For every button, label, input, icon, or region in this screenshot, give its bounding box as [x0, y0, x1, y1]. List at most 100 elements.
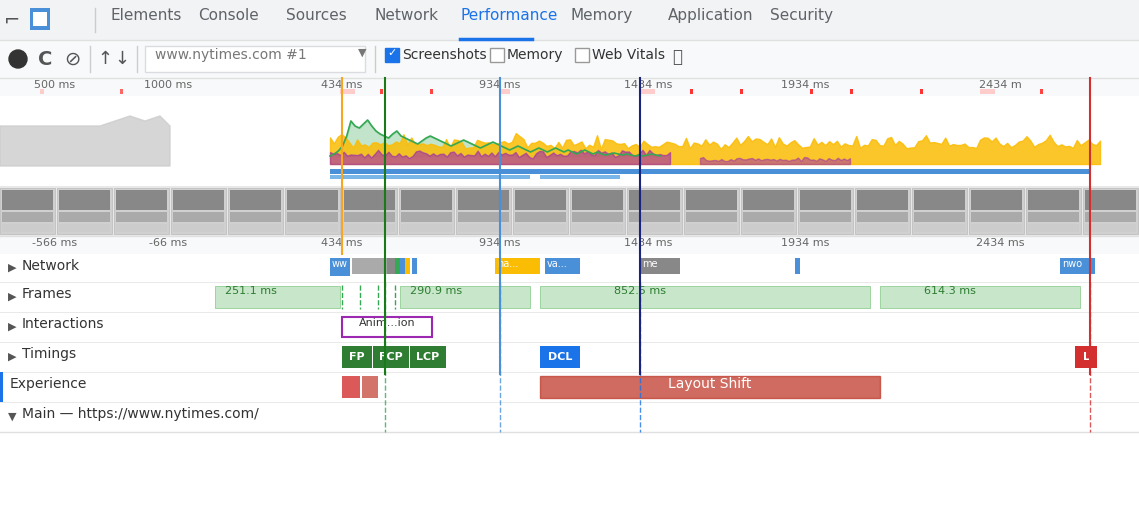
Bar [330, 169, 720, 174]
Bar [912, 188, 967, 234]
Bar [395, 258, 400, 274]
Text: Performance: Performance [460, 8, 557, 23]
Bar [431, 89, 433, 94]
Bar [920, 89, 923, 94]
Bar [810, 89, 813, 94]
Bar [0, 40, 1139, 78]
Bar [740, 89, 743, 94]
Bar [116, 212, 167, 222]
Bar [972, 212, 1022, 222]
Bar [344, 212, 395, 222]
Bar [857, 212, 908, 222]
Bar [572, 212, 623, 222]
Bar [515, 212, 566, 222]
Bar [215, 286, 341, 308]
Bar [1083, 188, 1138, 234]
Text: Sources: Sources [286, 8, 346, 23]
Text: Frames: Frames [22, 287, 73, 301]
Bar [629, 190, 680, 210]
Bar [972, 224, 1022, 232]
Bar [980, 89, 995, 94]
Bar [0, 282, 1139, 312]
Text: ▶: ▶ [8, 263, 16, 273]
Bar [857, 224, 908, 232]
Bar [686, 212, 737, 222]
Text: ⊘: ⊘ [64, 50, 80, 69]
Bar [913, 212, 965, 222]
Text: 251.1 ms: 251.1 ms [226, 286, 277, 296]
Bar [629, 224, 680, 232]
Bar [59, 212, 110, 222]
Text: ▶: ▶ [8, 322, 16, 332]
Text: 434 ms: 434 ms [321, 80, 362, 90]
Text: ✓: ✓ [387, 48, 396, 58]
Bar [850, 89, 853, 94]
Text: ▶: ▶ [8, 292, 16, 302]
Text: L: L [1082, 352, 1090, 362]
Bar [342, 317, 432, 337]
Bar [686, 190, 737, 210]
Bar [230, 224, 281, 232]
Text: 2434 m: 2434 m [978, 80, 1022, 90]
Polygon shape [0, 116, 170, 166]
Bar [342, 188, 398, 234]
Bar [342, 376, 360, 398]
Text: Experience: Experience [10, 377, 88, 391]
Bar [0, 78, 1139, 278]
Text: C: C [38, 50, 52, 69]
Bar [570, 188, 625, 234]
Bar [640, 258, 680, 274]
Bar [1085, 190, 1136, 210]
Bar [385, 48, 399, 62]
Bar [30, 8, 50, 30]
Text: -66 ms: -66 ms [149, 238, 187, 248]
Bar [2, 224, 54, 232]
Bar [114, 188, 169, 234]
Bar [145, 46, 364, 72]
Text: 1934 ms: 1934 ms [781, 238, 829, 248]
Text: www.nytimes.com #1: www.nytimes.com #1 [155, 48, 306, 62]
Bar [513, 188, 568, 234]
Bar [1060, 258, 1095, 274]
Text: LCP: LCP [417, 352, 440, 362]
Bar [1026, 188, 1081, 234]
Bar [540, 286, 870, 308]
Bar [380, 89, 383, 94]
Bar [120, 89, 123, 94]
Text: na...: na... [497, 259, 518, 269]
Bar [287, 224, 338, 232]
Bar [857, 190, 908, 210]
Text: 500 ms: 500 ms [34, 80, 75, 90]
Text: ww: ww [331, 259, 349, 269]
Bar [330, 175, 530, 179]
Bar [230, 190, 281, 210]
Text: Elements: Elements [110, 8, 181, 23]
Text: Layout Shift: Layout Shift [669, 377, 752, 391]
Bar [0, 236, 1139, 254]
Bar [173, 212, 224, 222]
Bar [0, 254, 1139, 282]
Bar [412, 258, 417, 274]
Bar [743, 224, 794, 232]
Circle shape [9, 50, 27, 68]
Text: ▼: ▼ [358, 48, 367, 58]
Text: 1000 ms: 1000 ms [144, 80, 192, 90]
Bar [352, 258, 387, 274]
Text: FP: FP [350, 352, 364, 362]
Text: va...: va... [547, 259, 567, 269]
Bar [344, 190, 395, 210]
Bar [640, 89, 655, 94]
Bar [401, 224, 452, 232]
Bar [685, 188, 739, 234]
Bar [629, 212, 680, 222]
Bar [0, 372, 1139, 402]
Bar [544, 258, 580, 274]
Bar [458, 190, 509, 210]
Bar [2, 212, 54, 222]
Text: Security: Security [770, 8, 833, 23]
Bar [1029, 224, 1079, 232]
Text: 2434 ms: 2434 ms [976, 238, 1024, 248]
Text: Anim...ion: Anim...ion [359, 318, 416, 328]
Bar [116, 224, 167, 232]
Bar [743, 190, 794, 210]
